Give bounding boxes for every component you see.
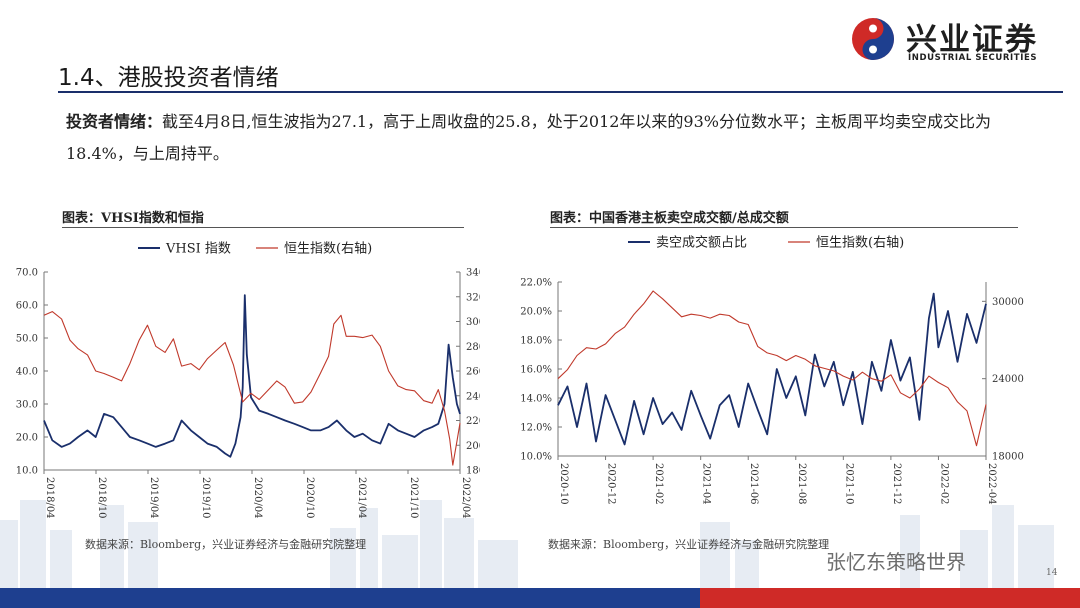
legend-label: VHSI 指数 <box>165 242 231 257</box>
right-chart-caption: 图表：中国香港主板卖空成交额/总成交额 <box>550 211 789 226</box>
left-chart-source: 数据来源：Bloomberg，兴业证券经济与金融研究院整理 <box>85 538 367 551</box>
legend-label: 恒生指数(右轴) <box>284 242 372 257</box>
y-tick-label-left: 70.0 <box>16 268 38 279</box>
left-chart-caption: 图表：VHSI指数和恒指 <box>62 211 204 226</box>
y-tick-label-right: 24000 <box>992 374 1024 385</box>
x-tick-label: 2022-02 <box>938 463 949 505</box>
y-tick-label-left: 16.0% <box>520 365 552 376</box>
legend-label: 恒生指数(右轴) <box>816 236 904 251</box>
title-divider <box>58 91 1063 93</box>
x-tick-label: 2019/10 <box>200 477 211 519</box>
legend-label: 卖空成交额占比 <box>656 235 747 251</box>
y-tick-label-left: 10.0 <box>16 466 38 477</box>
x-tick-label: 2021-10 <box>843 463 854 505</box>
series-line-left-axis <box>43 294 461 458</box>
x-tick-label: 2021-08 <box>796 463 807 505</box>
y-tick-label-left: 40.0 <box>16 367 38 378</box>
x-tick-label: 2021-06 <box>748 463 759 505</box>
left-chart-caption-rule <box>62 227 464 228</box>
x-tick-label: 2020-12 <box>606 463 617 505</box>
y-tick-label-right: 26000 <box>466 367 480 378</box>
y-tick-label-right: 24000 <box>466 391 480 402</box>
y-tick-label-left: 20.0% <box>520 307 552 318</box>
logo-mark-icon <box>852 18 894 60</box>
y-tick-label-left: 14.0% <box>520 394 552 405</box>
y-tick-label-right: 30000 <box>466 317 480 328</box>
logo-text-en: INDUSTRIAL SECURITIES <box>908 53 1038 63</box>
x-tick-label: 2018/10 <box>96 477 107 519</box>
company-logo: 兴业证券 INDUSTRIAL SECURITIES <box>850 14 1070 68</box>
x-tick-label: 2022-04 <box>986 463 997 505</box>
y-tick-label-left: 18.0% <box>520 336 552 347</box>
x-tick-label: 2018/04 <box>44 477 55 519</box>
summary-label: 投资者情绪： <box>66 112 163 131</box>
logo-text-cn: 兴业证券 <box>906 22 1038 58</box>
y-tick-label-left: 60.0 <box>16 301 38 312</box>
page-number: 14 <box>1046 568 1058 578</box>
x-tick-label: 2021-02 <box>653 463 664 505</box>
y-tick-label-left: 50.0 <box>16 334 38 345</box>
x-tick-label: 2021-04 <box>701 463 712 505</box>
x-tick-label: 2020-10 <box>558 463 569 505</box>
watermark-text: 张忆东策略世界 <box>826 550 966 574</box>
x-tick-label: 2021/10 <box>408 477 419 519</box>
y-tick-label-right: 32000 <box>466 292 480 303</box>
y-tick-label-right: 18000 <box>466 466 480 477</box>
y-tick-label-right: 18000 <box>992 452 1024 463</box>
y-tick-label-left: 30.0 <box>16 400 38 411</box>
summary-text: 截至4月8日,恒生波指为27.1，高于上周收盘的25.8，处于2012年以来的9… <box>66 112 991 163</box>
x-tick-label: 2021-12 <box>891 463 902 505</box>
y-tick-label-left: 20.0 <box>16 433 38 444</box>
y-tick-label-left: 12.0% <box>520 423 552 434</box>
short-selling-ratio-chart: 10.0% 12.0% 14.0% 16.0% 18.0% 20.0% 22.0% 18000… <box>520 235 1024 505</box>
series-line-right-axis <box>557 290 987 447</box>
x-tick-label: 2020/04 <box>252 477 263 519</box>
right-chart-caption-rule <box>550 227 1018 228</box>
series-line-right-axis <box>43 311 461 466</box>
y-tick-label-right: 30000 <box>992 297 1024 308</box>
x-tick-label: 2019/04 <box>148 477 159 519</box>
page-title: 1.4、港股投资者情绪 <box>58 65 279 91</box>
vhsi-hsi-chart: 10.0 20.0 30.0 40.0 50.0 60.0 70.0 18000 20000 22… <box>16 242 480 519</box>
right-chart-source: 数据来源：Bloomberg，兴业证券经济与金融研究院整理 <box>548 538 830 551</box>
y-tick-label-right: 28000 <box>466 342 480 353</box>
y-tick-label-right: 34000 <box>466 268 480 279</box>
y-tick-label-left: 10.0% <box>520 452 552 463</box>
y-tick-label-right: 20000 <box>466 441 480 452</box>
x-tick-label: 2021/04 <box>356 477 367 519</box>
y-tick-label-right: 22000 <box>466 416 480 427</box>
x-tick-label: 2022/04 <box>460 477 471 519</box>
footer-bar-blue <box>0 588 700 608</box>
summary-paragraph: 投资者情绪：截至4月8日,恒生波指为27.1，高于上周收盘的25.8，处于201… <box>66 106 1026 170</box>
x-tick-label: 2020/10 <box>304 477 315 519</box>
series-line-left-axis <box>557 292 987 446</box>
y-tick-label-left: 22.0% <box>520 278 552 289</box>
